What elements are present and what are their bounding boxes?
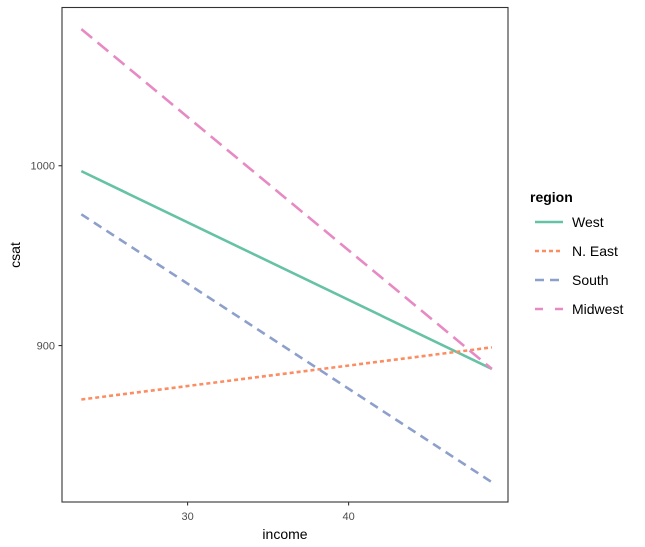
x-axis-title: income <box>262 526 307 542</box>
legend-item-west: West <box>535 214 604 230</box>
legend-item-midwest: Midwest <box>535 301 623 317</box>
legend-label: Midwest <box>572 301 623 317</box>
x-tick-label: 40 <box>342 511 354 523</box>
x-axis: 30 40 income <box>181 502 355 542</box>
legend-label: N. East <box>572 243 618 259</box>
y-tick-label: 900 <box>37 340 55 352</box>
y-axis: 900 1000 csat <box>7 161 62 352</box>
series-line-n-east <box>81 346 493 401</box>
legend-title: region <box>530 189 573 205</box>
legend-label: South <box>572 272 609 288</box>
series-line-south <box>80 213 493 484</box>
series-lines <box>80 28 493 484</box>
series-line-west <box>80 169 493 371</box>
legend-label: West <box>572 214 604 230</box>
x-tick-label: 30 <box>181 511 193 523</box>
legend-item-n-east: N. East <box>535 243 618 259</box>
y-axis-title: csat <box>7 242 23 268</box>
legend: region West N. East South Midwest <box>530 189 623 317</box>
plot-panel <box>61 6 509 503</box>
series-line-midwest <box>80 28 493 370</box>
legend-item-south: South <box>535 272 609 288</box>
y-tick-label: 1000 <box>31 161 55 173</box>
